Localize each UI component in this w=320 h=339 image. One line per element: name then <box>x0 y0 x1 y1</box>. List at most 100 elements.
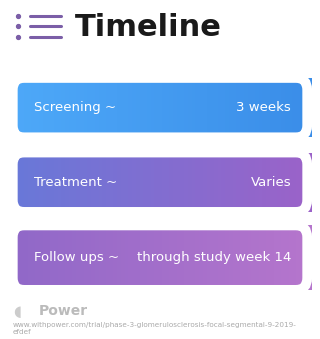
Bar <box>180 78 185 137</box>
Bar <box>69 225 73 290</box>
Bar <box>121 225 125 290</box>
Bar <box>251 153 256 212</box>
Bar <box>91 225 95 290</box>
Bar <box>155 78 159 137</box>
Bar <box>69 78 73 137</box>
Bar <box>162 225 166 290</box>
Bar <box>24 153 28 212</box>
Bar <box>296 153 300 212</box>
Text: ◖: ◖ <box>14 304 22 319</box>
Bar <box>113 153 118 212</box>
Bar <box>102 153 107 212</box>
Bar <box>155 225 159 290</box>
Bar <box>192 78 196 137</box>
Bar <box>233 78 237 137</box>
Bar <box>218 153 222 212</box>
Bar <box>128 153 133 212</box>
Bar <box>31 225 36 290</box>
Bar <box>46 225 51 290</box>
Bar <box>196 78 200 137</box>
Bar <box>20 153 25 212</box>
Bar <box>274 225 278 290</box>
Bar <box>236 153 241 212</box>
Bar <box>221 225 226 290</box>
Bar <box>50 153 54 212</box>
Bar <box>307 225 312 290</box>
Bar <box>281 225 285 290</box>
Bar <box>136 225 140 290</box>
Bar <box>281 153 285 212</box>
Bar <box>221 153 226 212</box>
Text: Screening ~: Screening ~ <box>34 101 116 114</box>
Bar <box>210 153 215 212</box>
Text: Power: Power <box>38 304 88 318</box>
Bar <box>69 153 73 212</box>
Bar <box>207 153 211 212</box>
Bar <box>270 225 274 290</box>
Bar <box>50 225 54 290</box>
Bar <box>117 78 122 137</box>
Bar <box>300 153 304 212</box>
Bar <box>136 153 140 212</box>
Bar <box>199 153 204 212</box>
Bar <box>50 78 54 137</box>
Bar <box>76 225 80 290</box>
Bar <box>244 78 248 137</box>
Bar <box>117 153 122 212</box>
Bar <box>58 225 62 290</box>
Bar <box>180 153 185 212</box>
Bar <box>124 225 129 290</box>
Bar <box>199 78 204 137</box>
Bar <box>87 225 92 290</box>
Bar <box>35 225 39 290</box>
Bar <box>296 78 300 137</box>
Bar <box>95 225 99 290</box>
Bar <box>28 153 32 212</box>
Bar <box>143 78 148 137</box>
Bar <box>303 153 308 212</box>
Bar <box>188 225 192 290</box>
Bar <box>54 78 58 137</box>
Bar <box>84 225 88 290</box>
Bar <box>169 225 174 290</box>
Bar <box>72 78 77 137</box>
Bar <box>61 153 66 212</box>
Bar <box>285 225 289 290</box>
Bar <box>203 78 207 137</box>
Bar <box>80 78 84 137</box>
Bar <box>270 78 274 137</box>
Bar <box>303 225 308 290</box>
Bar <box>225 78 229 137</box>
Bar <box>218 225 222 290</box>
Bar <box>113 78 118 137</box>
Bar <box>110 78 114 137</box>
Bar <box>95 153 99 212</box>
Bar <box>65 153 69 212</box>
Bar <box>255 225 259 290</box>
Bar <box>106 153 110 212</box>
Bar <box>132 225 136 290</box>
Bar <box>87 153 92 212</box>
Bar <box>54 225 58 290</box>
Bar <box>158 78 163 137</box>
Bar <box>24 78 28 137</box>
Bar <box>20 225 25 290</box>
Bar <box>214 78 218 137</box>
Bar <box>277 153 282 212</box>
Bar <box>65 78 69 137</box>
Bar <box>214 153 218 212</box>
Bar <box>173 225 177 290</box>
Bar <box>210 225 215 290</box>
Bar <box>13 153 17 212</box>
Bar <box>13 78 17 137</box>
Bar <box>192 225 196 290</box>
Bar <box>43 153 47 212</box>
Bar <box>162 78 166 137</box>
Bar <box>95 78 99 137</box>
Bar <box>240 153 244 212</box>
Bar <box>262 153 267 212</box>
Bar <box>169 153 174 212</box>
Bar <box>31 153 36 212</box>
Bar <box>184 225 188 290</box>
Bar <box>292 78 297 137</box>
